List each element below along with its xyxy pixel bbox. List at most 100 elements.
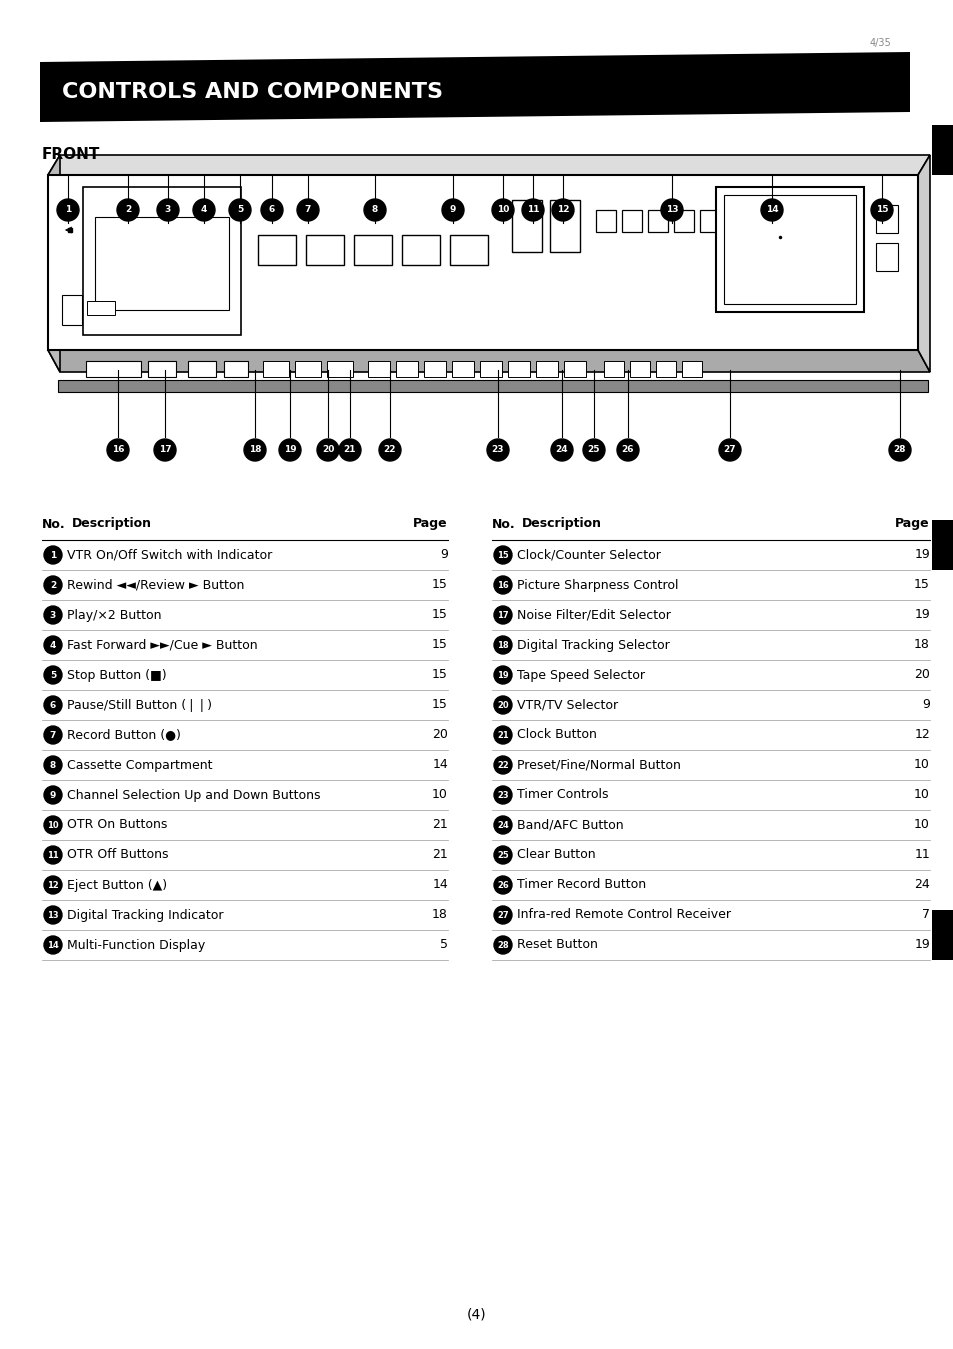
Circle shape [494, 696, 512, 714]
Circle shape [157, 200, 179, 221]
Text: 23: 23 [497, 791, 508, 800]
Circle shape [44, 666, 62, 684]
Text: 5: 5 [236, 205, 243, 214]
Text: 18: 18 [497, 641, 508, 649]
Circle shape [494, 546, 512, 564]
Text: Stop Button (■): Stop Button (■) [67, 669, 167, 681]
Text: Preset/Fine/Normal Button: Preset/Fine/Normal Button [517, 758, 680, 772]
Circle shape [364, 200, 386, 221]
Text: 9: 9 [50, 791, 56, 800]
Text: 1: 1 [65, 205, 71, 214]
Text: Page: Page [895, 518, 929, 530]
Bar [188, 362, 215, 376]
Text: OTR Off Buttons: OTR Off Buttons [67, 849, 169, 862]
Text: 12: 12 [913, 728, 929, 742]
Bar [263, 362, 289, 376]
Circle shape [244, 438, 266, 461]
Text: 18: 18 [432, 908, 448, 921]
Text: 18: 18 [249, 445, 261, 455]
Bar [596, 210, 616, 232]
Text: 2: 2 [50, 580, 56, 590]
Circle shape [44, 635, 62, 654]
Bar [621, 210, 641, 232]
Text: 15: 15 [432, 699, 448, 711]
Text: 10: 10 [432, 789, 448, 801]
Bar [875, 243, 897, 271]
Circle shape [296, 200, 318, 221]
Text: 20: 20 [913, 669, 929, 681]
Text: 8: 8 [372, 205, 377, 214]
Text: Page: Page [413, 518, 448, 530]
Circle shape [338, 438, 360, 461]
Bar [257, 235, 295, 264]
Text: 24: 24 [913, 878, 929, 892]
Circle shape [660, 200, 682, 221]
Bar [48, 175, 917, 349]
Circle shape [44, 755, 62, 774]
Text: 16: 16 [112, 445, 124, 455]
Text: 19: 19 [283, 445, 296, 455]
Circle shape [44, 936, 62, 954]
Text: Description: Description [71, 518, 152, 530]
Bar [536, 362, 558, 376]
Text: 6: 6 [50, 700, 56, 710]
Text: 15: 15 [432, 638, 448, 652]
Text: 11: 11 [526, 205, 538, 214]
Bar [86, 362, 141, 376]
Circle shape [316, 438, 338, 461]
Text: 9: 9 [922, 699, 929, 711]
Circle shape [552, 200, 574, 221]
Circle shape [44, 786, 62, 804]
Text: 25: 25 [587, 445, 599, 455]
Text: 19: 19 [913, 939, 929, 951]
Circle shape [261, 200, 283, 221]
Text: 14: 14 [432, 878, 448, 892]
Text: 1: 1 [50, 550, 56, 560]
Circle shape [494, 936, 512, 954]
Text: Digital Tracking Indicator: Digital Tracking Indicator [67, 908, 223, 921]
Text: 4/35: 4/35 [869, 38, 891, 49]
Text: Clear Button: Clear Button [517, 849, 595, 862]
Bar [550, 200, 579, 252]
Circle shape [278, 438, 301, 461]
Text: 6: 6 [269, 205, 274, 214]
Text: 15: 15 [497, 550, 508, 560]
Text: Pause/Still Button (❘❘): Pause/Still Button (❘❘) [67, 699, 212, 711]
Text: Fast Forward ►►/Cue ► Button: Fast Forward ►►/Cue ► Button [67, 638, 257, 652]
Circle shape [760, 200, 782, 221]
Text: 19: 19 [497, 670, 508, 680]
Circle shape [492, 200, 514, 221]
Bar [368, 362, 390, 376]
Circle shape [117, 200, 139, 221]
Circle shape [494, 726, 512, 745]
Text: 12: 12 [557, 205, 569, 214]
Circle shape [441, 200, 463, 221]
Text: Tape Speed Selector: Tape Speed Selector [517, 669, 644, 681]
Text: 9: 9 [439, 549, 448, 561]
Text: 26: 26 [621, 445, 634, 455]
Text: 2: 2 [125, 205, 131, 214]
Polygon shape [48, 349, 929, 372]
Text: CONTROLS AND COMPONENTS: CONTROLS AND COMPONENTS [62, 82, 442, 103]
Circle shape [494, 606, 512, 625]
Text: 13: 13 [665, 205, 678, 214]
Circle shape [153, 438, 175, 461]
Circle shape [494, 846, 512, 863]
Text: OTR On Buttons: OTR On Buttons [67, 819, 167, 831]
Bar [306, 235, 344, 264]
Text: Cassette Compartment: Cassette Compartment [67, 758, 213, 772]
Text: 4: 4 [50, 641, 56, 649]
Bar [723, 196, 855, 304]
Text: Channel Selection Up and Down Buttons: Channel Selection Up and Down Buttons [67, 789, 320, 801]
Bar [401, 235, 439, 264]
Text: 19: 19 [913, 608, 929, 622]
Text: Timer Record Button: Timer Record Button [517, 878, 645, 892]
Text: 23: 23 [491, 445, 504, 455]
Text: 5: 5 [439, 939, 448, 951]
Text: 17: 17 [497, 611, 508, 619]
Circle shape [888, 438, 910, 461]
Bar [647, 210, 667, 232]
Text: 10: 10 [497, 205, 509, 214]
Text: 10: 10 [913, 758, 929, 772]
Circle shape [494, 786, 512, 804]
